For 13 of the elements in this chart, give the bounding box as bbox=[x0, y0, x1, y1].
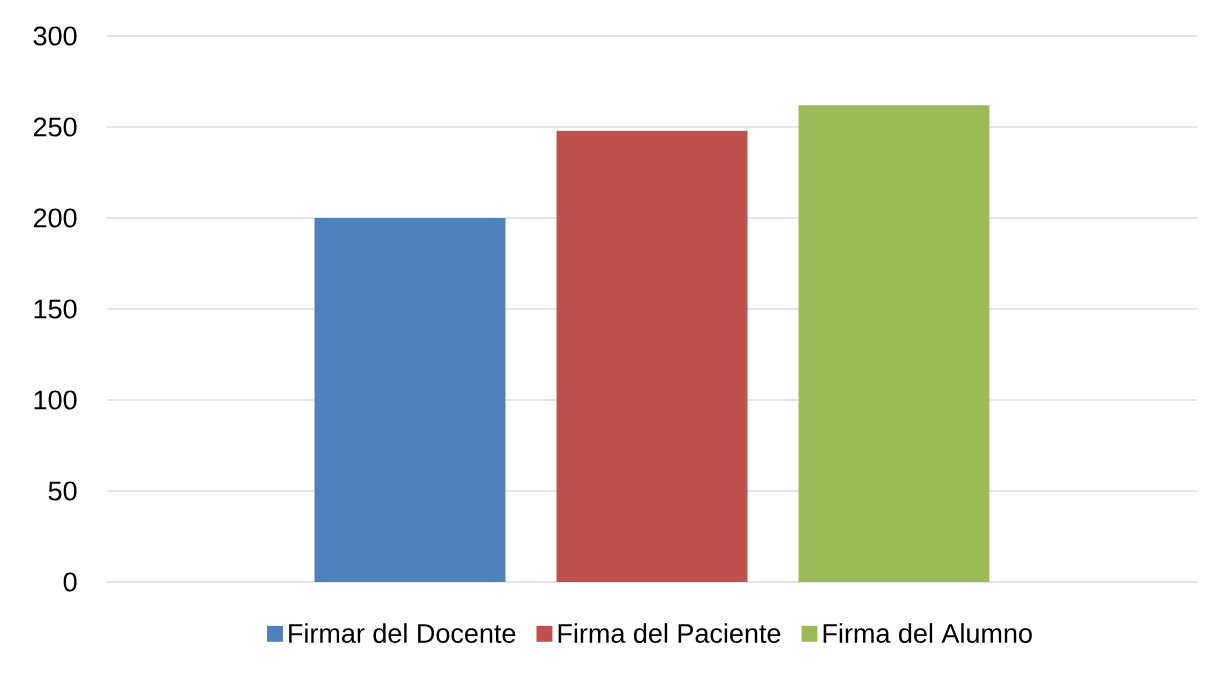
bar bbox=[798, 105, 990, 582]
bar bbox=[314, 218, 506, 582]
legend-label: Firma del Alumno bbox=[823, 623, 1032, 643]
y-tick-label: 150 bbox=[34, 299, 77, 319]
legend-label: Firmar del Docente bbox=[289, 623, 516, 643]
y-tick-label: 300 bbox=[33, 26, 77, 46]
y-tick-label: 0 bbox=[63, 572, 77, 592]
y-tick-label: 50 bbox=[48, 481, 77, 501]
legend-label: Firma del Paciente bbox=[558, 623, 781, 643]
bar bbox=[556, 130, 748, 582]
y-tick-label: 250 bbox=[33, 117, 77, 137]
y-tick-label: 200 bbox=[33, 208, 77, 228]
y-tick-label: 100 bbox=[34, 390, 77, 410]
